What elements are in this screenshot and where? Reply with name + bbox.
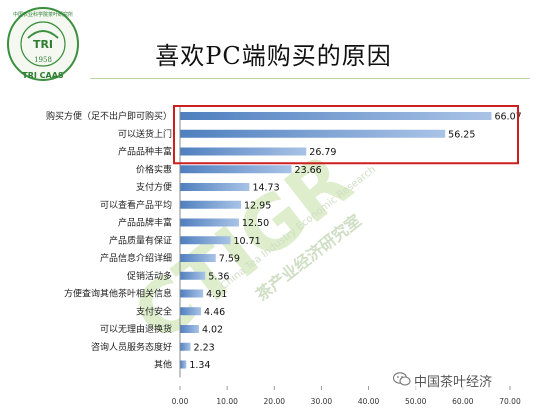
category-label: 可以送货上门 bbox=[118, 128, 172, 140]
bar bbox=[180, 218, 239, 227]
bar bbox=[180, 360, 187, 369]
value-labels: 66.07 56.25 26.79 23.66 14.73 12.95 12.50 10.71… bbox=[189, 112, 521, 372]
x-tick-label: 70.00 bbox=[499, 397, 521, 406]
logo-bottom-text: TRI CAAS bbox=[22, 71, 64, 80]
data-label: 4.02 bbox=[202, 325, 223, 336]
bar bbox=[180, 289, 204, 298]
x-tick-label: 60.00 bbox=[452, 397, 474, 406]
logo-center-text: TRI bbox=[33, 38, 53, 51]
data-label: 2.23 bbox=[194, 342, 215, 353]
data-label: 10.71 bbox=[233, 236, 260, 247]
category-label: 产品质量有保证 bbox=[109, 234, 172, 246]
footer-brand: 中国茶叶经济 bbox=[414, 371, 493, 390]
bar bbox=[180, 147, 307, 156]
bar bbox=[180, 183, 250, 191]
category-label: 促销活动多 bbox=[127, 270, 172, 282]
category-label: 价格实惠 bbox=[136, 163, 172, 175]
bars-group bbox=[180, 112, 492, 369]
slide-title: 喜欢PC端购买的原因 bbox=[155, 42, 392, 70]
category-label: 产品品牌丰富 bbox=[118, 217, 172, 229]
data-label: 12.50 bbox=[242, 218, 269, 229]
category-label: 咨询人员服务态度好 bbox=[91, 341, 172, 353]
bar bbox=[180, 271, 206, 280]
logo-year: 1958 bbox=[34, 56, 52, 64]
highlight-box bbox=[173, 105, 519, 165]
bar bbox=[180, 325, 199, 333]
data-label: 4.46 bbox=[204, 307, 225, 318]
bar bbox=[180, 307, 202, 316]
data-label: 7.59 bbox=[219, 254, 240, 265]
data-label: 1.34 bbox=[189, 360, 210, 371]
category-label: 产品品种丰富 bbox=[118, 146, 172, 158]
category-label: 其他 bbox=[154, 359, 172, 371]
tri-caas-logo: TRI 1958 TRI CAAS 中国农业科学院茶叶研究所 bbox=[7, 7, 79, 81]
bar bbox=[180, 112, 492, 120]
bar bbox=[180, 129, 446, 138]
category-label: 产品信息介绍详细 bbox=[100, 252, 172, 264]
data-label: 5.36 bbox=[208, 271, 229, 282]
category-label: 支付方便 bbox=[136, 181, 172, 193]
bar bbox=[180, 236, 231, 245]
category-labels: 购买方便（足不出户即可购买） 可以送货上门产品品种丰富价格实惠支付方便可以查看产品… bbox=[46, 110, 172, 371]
logo-top-text: 中国农业科学院茶叶研究所 bbox=[13, 11, 73, 18]
x-tick-label: 0.00 bbox=[172, 397, 189, 406]
category-label: 购买方便（足不出户即可购买） bbox=[46, 110, 172, 122]
bar bbox=[180, 342, 191, 351]
category-label: 方便查询其他茶叶相关信息 bbox=[64, 288, 172, 300]
x-tick-label: 10.00 bbox=[216, 397, 238, 406]
bar bbox=[180, 200, 242, 209]
category-label: 可以查看产品平均 bbox=[100, 199, 172, 211]
bar bbox=[180, 254, 216, 262]
bar bbox=[180, 165, 292, 174]
category-label: 支付安全 bbox=[136, 305, 172, 317]
data-label: 66.07 bbox=[494, 112, 521, 123]
data-label: 23.66 bbox=[295, 165, 322, 176]
data-label: 26.79 bbox=[309, 147, 336, 158]
wechat-icon bbox=[393, 372, 411, 386]
x-tick-label: 30.00 bbox=[311, 397, 333, 406]
data-label: 56.25 bbox=[448, 129, 475, 140]
data-label: 4.91 bbox=[206, 289, 227, 300]
x-tick-label: 50.00 bbox=[405, 397, 427, 406]
title-divider bbox=[90, 78, 530, 79]
data-label: 12.95 bbox=[244, 200, 271, 211]
x-tick-label: 40.00 bbox=[358, 397, 380, 406]
data-label: 14.73 bbox=[252, 183, 279, 194]
category-label: 可以无理由退换货 bbox=[100, 323, 172, 335]
x-tick-label: 20.00 bbox=[264, 397, 286, 406]
